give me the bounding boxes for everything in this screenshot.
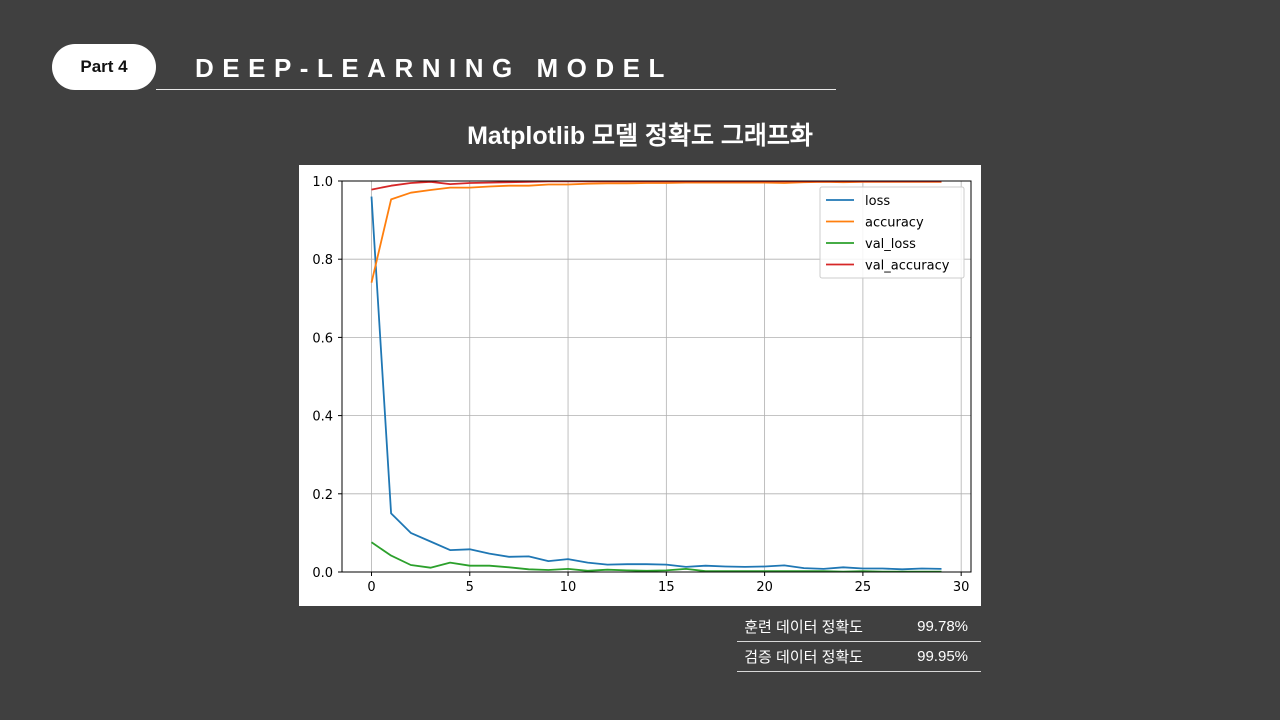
x-tick-label: 25 (855, 580, 872, 595)
y-tick-label: 0.8 (312, 253, 333, 268)
stat-value: 99.95% (917, 648, 968, 665)
chart-panel: 0 5 10 15 20 25 30 0.0 0.2 0.4 0.6 0.8 1.0 loss accura… (299, 165, 981, 606)
legend-label-accuracy: accuracy (865, 216, 924, 231)
stat-label: 검증 데이터 정확도 (744, 649, 863, 666)
x-tick-label: 10 (560, 580, 577, 595)
section-title: DEEP-LEARNING MODEL (195, 53, 673, 83)
legend-box (819, 186, 965, 279)
x-tick-label: 5 (466, 580, 474, 595)
plot-frame (341, 180, 972, 573)
legend-label-val_accuracy: val_accuracy (865, 259, 950, 274)
stat-row-validation: 검증 데이터 정확도 99.95% (737, 642, 981, 672)
stat-value: 99.78% (917, 618, 968, 635)
series-line-loss (370, 196, 942, 571)
x-tick-label: 15 (658, 580, 675, 595)
y-tick-label: 0.2 (312, 488, 333, 503)
stat-row-train: 훈련 데이터 정확도 99.78% (737, 612, 981, 642)
legend-label-val_loss: val_loss (865, 237, 916, 252)
line-chart: 0 5 10 15 20 25 30 0.0 0.2 0.4 0.6 0.8 1.0 loss accura… (312, 175, 972, 595)
legend-label-loss: loss (865, 194, 890, 209)
part-badge: Part 4 (52, 44, 156, 90)
y-tick-label: 0.0 (312, 566, 333, 581)
y-tick-label: 1.0 (312, 175, 333, 190)
y-tick-label: 0.6 (312, 331, 333, 346)
accuracy-stats: 훈련 데이터 정확도 99.78% 검증 데이터 정확도 99.95% (737, 612, 981, 672)
x-tick-label: 0 (367, 580, 375, 595)
chart-title: Matplotlib 모델 정확도 그래프화 (467, 122, 813, 150)
header-divider (156, 89, 836, 90)
y-tick-label: 0.4 (312, 410, 333, 425)
stat-label: 훈련 데이터 정확도 (744, 619, 863, 636)
x-tick-label: 30 (953, 580, 970, 595)
part-label: Part 4 (80, 57, 128, 76)
x-tick-label: 20 (756, 580, 773, 595)
